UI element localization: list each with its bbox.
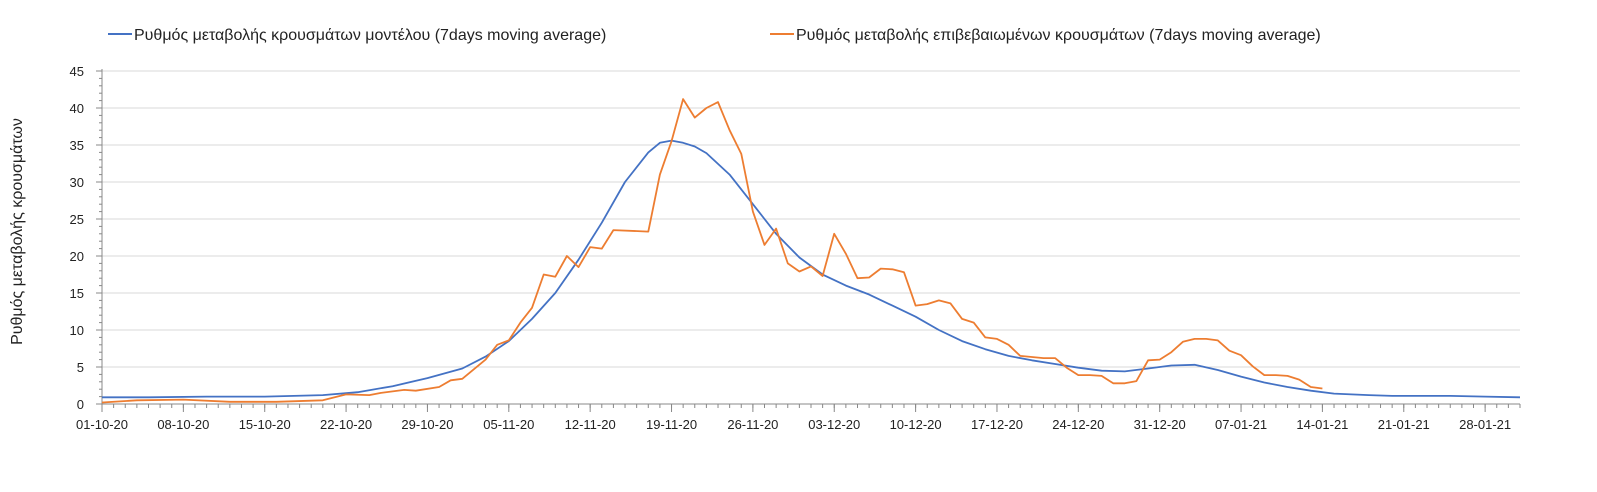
y-tick-label: 10 — [70, 323, 84, 338]
x-tick-label: 05-11-20 — [483, 417, 534, 432]
y-tick-labels: 0 5 10 15 20 25 30 35 40 45 — [70, 64, 102, 412]
x-tick-label: 26-11-20 — [727, 417, 778, 432]
x-tick-label: 07-01-21 — [1215, 417, 1267, 432]
legend-label-model: Ρυθμός μεταβολής κρουσμάτων μοντέλου (7d… — [134, 27, 606, 44]
x-tick-label: 21-01-21 — [1378, 417, 1430, 432]
series-line-confirmed — [101, 98, 1323, 404]
x-tick-label: 24-12-20 — [1052, 417, 1104, 432]
data-series — [101, 98, 1521, 404]
x-tick-label: 14-01-21 — [1296, 417, 1348, 432]
gridlines — [102, 70, 1520, 368]
x-tick-label: 31-12-20 — [1134, 417, 1186, 432]
axes — [101, 69, 1520, 405]
x-tick-label: 19-11-20 — [646, 417, 697, 432]
y-tick-label: 40 — [70, 101, 84, 116]
y-axis-label: Ρυθμός μεταβολής κρουσμάτων — [9, 118, 26, 345]
legend: Ρυθμός μεταβολής κρουσμάτων μοντέλου (7d… — [108, 27, 1321, 44]
x-tick-label: 22-10-20 — [320, 417, 372, 432]
x-tick-label: 08-10-20 — [157, 417, 209, 432]
y-tick-label: 35 — [70, 138, 84, 153]
y-tick-label: 20 — [70, 249, 84, 264]
series-line-model — [102, 139, 1521, 399]
x-tick-label: 10-12-20 — [890, 417, 942, 432]
y-tick-label: 25 — [70, 212, 84, 227]
x-tick-label: 15-10-20 — [239, 417, 291, 432]
x-tick-label: 17-12-20 — [971, 417, 1023, 432]
y-tick-label: 0 — [77, 397, 84, 412]
y-tick-label: 15 — [70, 286, 84, 301]
y-tick-label: 30 — [70, 175, 84, 190]
legend-label-confirmed: Ρυθμός μεταβολής επιβεβαιωμένων κρουσμάτ… — [796, 27, 1321, 44]
x-tick-label: 12-11-20 — [565, 417, 616, 432]
y-tick-label: 5 — [77, 360, 84, 375]
x-tick-label: 28-01-21 — [1459, 417, 1511, 432]
x-tick-label: 01-10-20 — [76, 417, 128, 432]
y-tick-label: 45 — [70, 64, 84, 79]
x-tick-labels: 01-10-20 08-10-20 15-10-20 22-10-20 29-10-20… — [76, 404, 1521, 432]
x-tick-label: 29-10-20 — [401, 417, 453, 432]
x-tick-label: 03-12-20 — [808, 417, 860, 432]
